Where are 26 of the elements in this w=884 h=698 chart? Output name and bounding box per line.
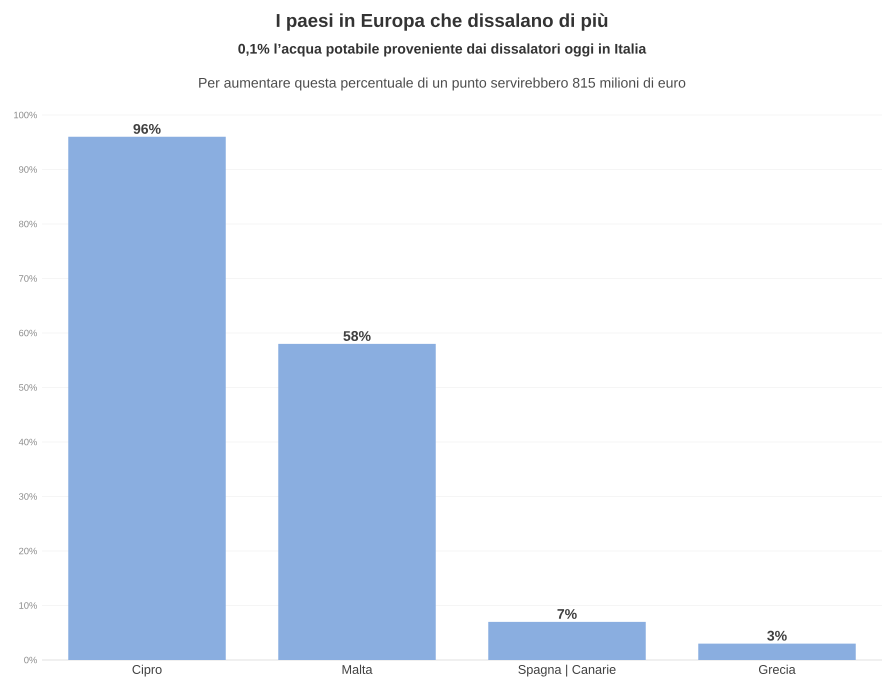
chart-title: I paesi in Europa che dissalano di più	[276, 13, 608, 31]
data-label: 58%	[343, 331, 371, 341]
x-tick-label: Malta	[342, 664, 372, 674]
bar	[68, 136, 226, 660]
y-tick-label: 100%	[14, 112, 37, 118]
text: Per aumentare questa percentuale di un punto servirebbero 815 milioni di euro	[199, 77, 686, 91]
y-tick-label: 0%	[24, 656, 37, 664]
bar	[698, 644, 856, 660]
bar	[278, 344, 436, 660]
bar	[488, 622, 646, 660]
x-tick-label: Cipro	[132, 664, 162, 677]
y-tick-label: 40%	[18, 438, 37, 446]
data-label: 96%	[133, 124, 161, 134]
y-tick-label: 60%	[19, 330, 37, 336]
chart-subtitle: 0,1% l’acqua potabile proveniente dai dissalatori oggi in Italia	[238, 43, 646, 57]
x-tick-label: Grecia	[758, 664, 796, 674]
y-tick-label: 70%	[19, 275, 37, 282]
y-tick-label: 30%	[18, 493, 37, 500]
y-tick-label: 80%	[19, 220, 37, 228]
data-label: 3%	[767, 630, 787, 641]
x-tick-label: Spagna | Canarie	[518, 664, 616, 677]
y-tick-label: 50%	[18, 384, 37, 391]
y-tick-label: 90%	[19, 166, 37, 173]
y-tick-label: 20%	[19, 548, 37, 554]
y-tick-label: 10%	[19, 602, 37, 609]
data-label: 7%	[557, 609, 577, 619]
